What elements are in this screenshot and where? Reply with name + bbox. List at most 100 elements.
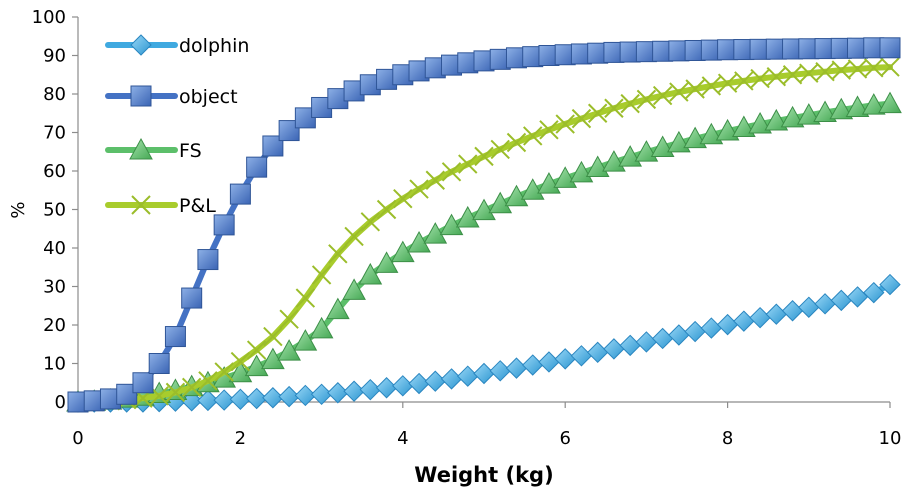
data-point	[488, 191, 513, 214]
series-line	[75, 64, 893, 405]
data-point	[815, 61, 835, 82]
data-point	[228, 360, 253, 383]
data-point	[506, 132, 527, 153]
data-point	[798, 296, 820, 318]
x-tick-label: 8	[722, 428, 733, 449]
data-point	[295, 288, 316, 308]
data-point	[213, 214, 235, 236]
data-point	[474, 146, 494, 167]
data-point	[879, 273, 901, 296]
data-point	[733, 310, 755, 332]
legend-marker	[130, 85, 152, 107]
data-point	[148, 353, 170, 374]
data-point	[376, 199, 397, 220]
data-point	[863, 281, 885, 304]
data-point	[229, 183, 251, 205]
data-point	[538, 351, 560, 373]
data-point	[472, 198, 496, 221]
data-point	[325, 297, 350, 320]
data-point	[327, 382, 349, 404]
data-point	[439, 213, 464, 236]
data-point	[490, 139, 510, 160]
data-point	[604, 98, 624, 118]
y-axis-title: %	[8, 201, 29, 218]
data-point	[880, 57, 900, 77]
data-point	[311, 265, 332, 285]
series-p-l	[68, 57, 900, 412]
data-point	[522, 354, 544, 376]
data-point	[780, 105, 805, 128]
legend: dolphin object FS P&L	[105, 34, 249, 217]
data-point	[393, 189, 413, 209]
data-point	[359, 378, 382, 401]
data-point	[879, 37, 901, 59]
data-point	[246, 156, 268, 178]
data-point	[310, 383, 333, 406]
data-point	[473, 362, 495, 385]
data-point	[864, 58, 884, 78]
data-point	[846, 286, 869, 308]
data-point	[245, 387, 268, 410]
data-point	[244, 354, 269, 377]
x-axis-title: Weight (kg)	[414, 463, 553, 487]
data-point	[214, 362, 234, 382]
data-point	[684, 320, 706, 343]
data-point	[731, 115, 756, 137]
data-point	[181, 377, 202, 398]
data-point	[861, 93, 886, 115]
legend-label: dolphin	[179, 35, 249, 57]
data-point	[635, 331, 658, 353]
data-point	[230, 351, 251, 372]
data-point	[440, 368, 463, 390]
x-tick-label: 2	[235, 428, 246, 449]
y-tick-label: 90	[43, 46, 66, 67]
data-point	[668, 324, 690, 346]
data-point	[669, 82, 689, 102]
legend-item: P&L	[105, 195, 216, 217]
data-point	[294, 384, 317, 407]
data-point	[537, 172, 561, 194]
data-point	[813, 100, 837, 122]
data-point	[505, 357, 528, 379]
data-point	[392, 375, 414, 397]
legend-item: dolphin	[105, 34, 249, 57]
data-point	[262, 387, 284, 409]
data-point	[328, 244, 348, 264]
y-tick-label: 80	[43, 84, 66, 105]
data-point	[116, 383, 138, 405]
data-point	[781, 300, 804, 322]
data-point	[132, 372, 154, 394]
data-point	[261, 347, 285, 370]
data-point	[504, 184, 529, 207]
data-point	[309, 316, 334, 339]
legend-label: FS	[179, 140, 202, 162]
legend-label: object	[179, 86, 238, 108]
data-point	[831, 60, 851, 80]
y-tick-label: 30	[43, 277, 66, 298]
data-point	[814, 293, 836, 315]
y-tick-label: 100	[32, 7, 66, 28]
y-tick-label: 50	[43, 200, 66, 221]
data-point	[279, 309, 299, 329]
data-point	[734, 71, 754, 91]
data-point	[878, 91, 902, 114]
data-point	[700, 317, 723, 339]
data-point	[764, 108, 789, 131]
data-point	[765, 303, 788, 325]
data-point	[651, 327, 674, 350]
y-tick-label: 60	[43, 161, 66, 182]
data-point	[539, 120, 559, 140]
data-point	[278, 385, 300, 408]
data-point	[374, 251, 399, 273]
series-object	[67, 37, 901, 413]
data-point	[198, 371, 218, 391]
data-point	[278, 120, 300, 142]
data-point	[750, 68, 770, 89]
data-point	[262, 135, 284, 157]
data-point	[344, 226, 364, 247]
data-point	[570, 345, 593, 367]
data-point	[716, 313, 739, 336]
axes: 0 10 20 30 40 50 60 70 80 90 100 0 2 4 6 8 10 Weight (kg)…	[8, 7, 901, 487]
series-layer	[66, 37, 902, 413]
data-point	[715, 118, 740, 141]
